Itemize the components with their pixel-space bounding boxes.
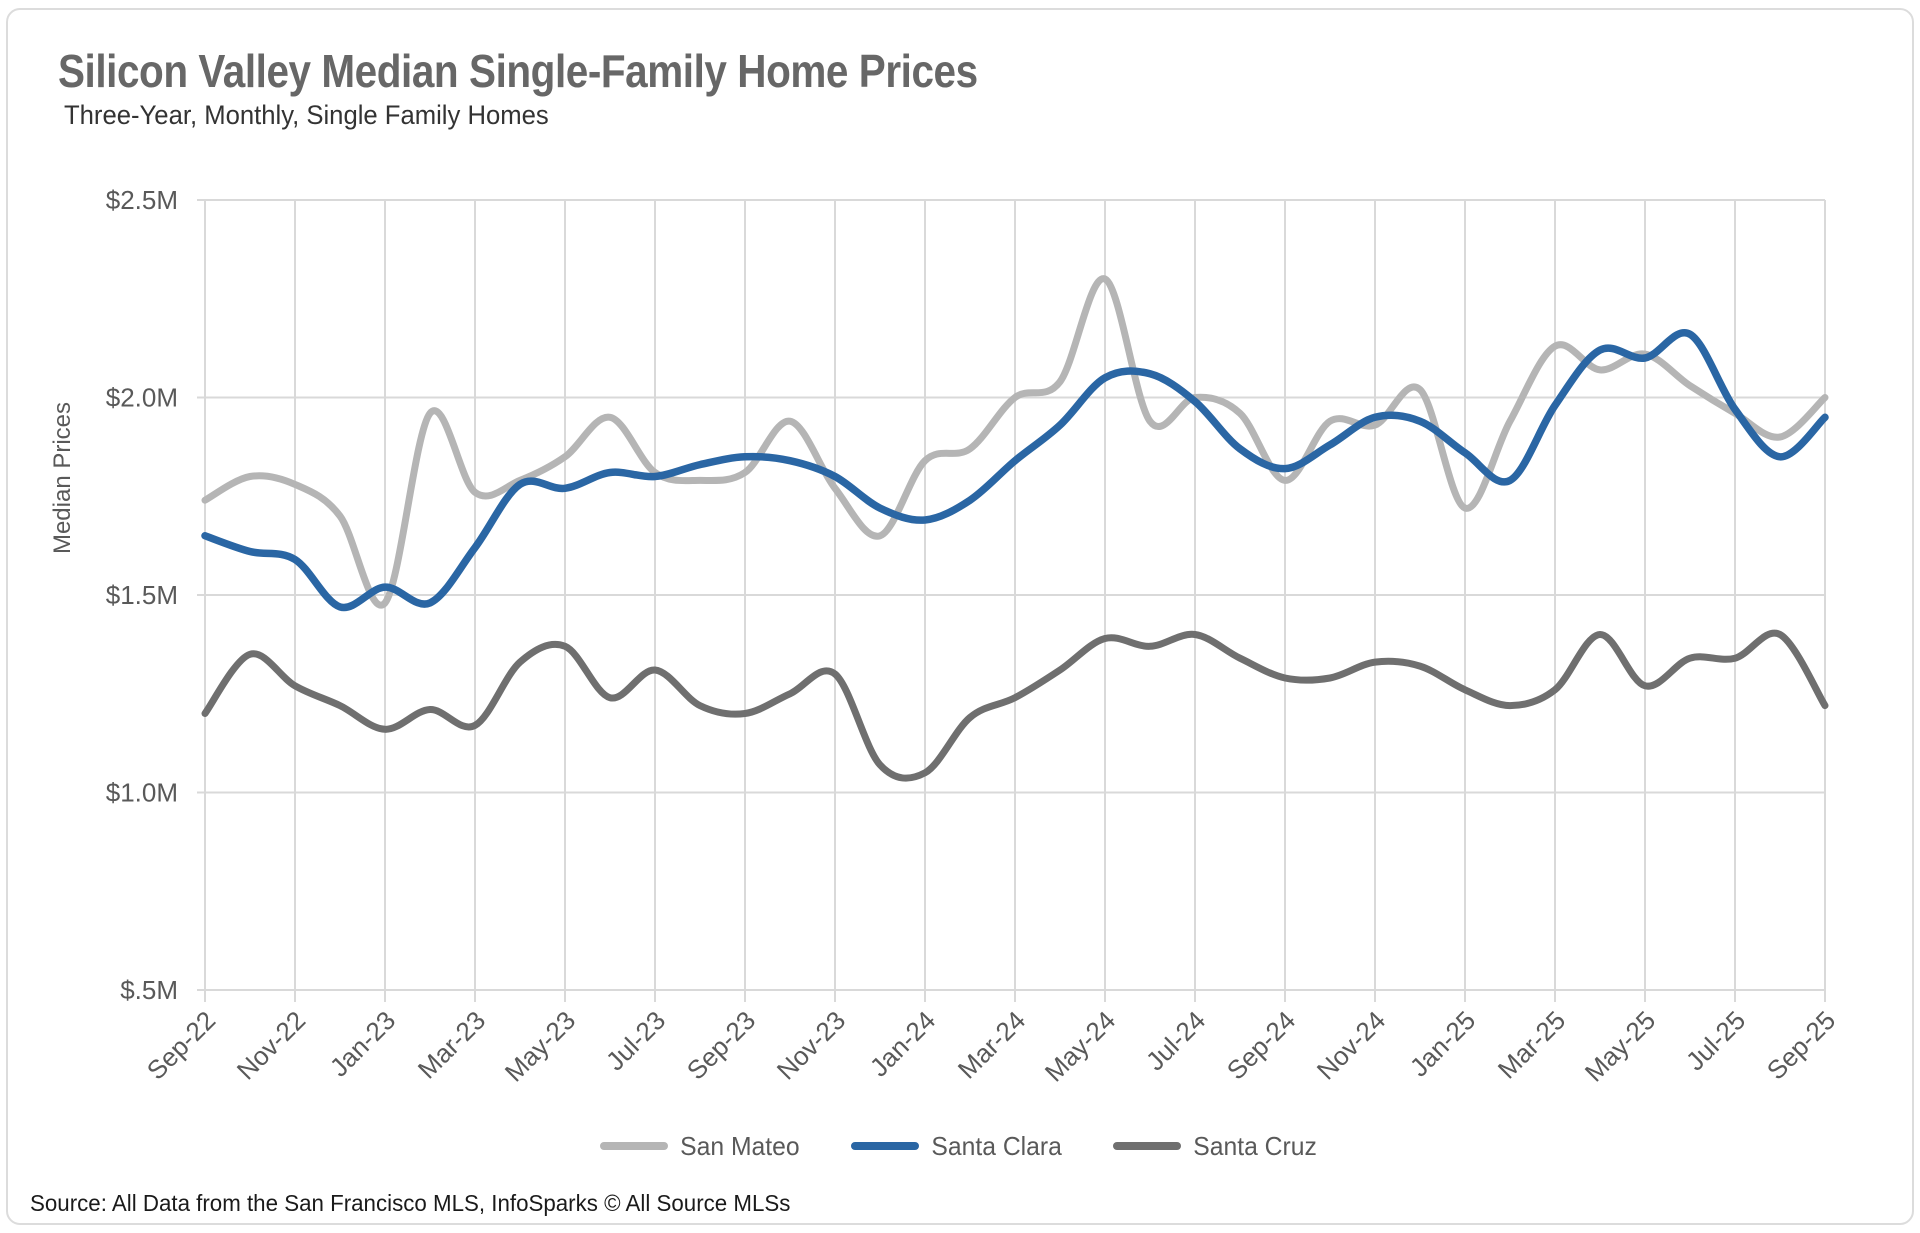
- x-tick-label: Jan-24: [864, 1005, 941, 1082]
- series-layer: [201, 275, 1829, 782]
- grid-layer: [197, 199, 1826, 1002]
- x-tick-label: Sep-25: [1761, 1005, 1841, 1085]
- x-tick-label: May-23: [499, 1005, 582, 1088]
- x-tick-label: May-24: [1039, 1005, 1122, 1088]
- santa-cruz-line-swatch-icon: [1112, 1142, 1181, 1150]
- x-tick-label: Jul-23: [600, 1005, 671, 1076]
- x-tick-label: Nov-23: [771, 1005, 851, 1085]
- x-tick-label: Mar-23: [412, 1005, 491, 1084]
- legend-label-santa-cruz: Santa Cruz: [1193, 1130, 1317, 1161]
- y-tick-label: $1.0M: [106, 778, 178, 808]
- x-tick-label: Sep-23: [681, 1005, 761, 1085]
- y-tick-label: $2.5M: [106, 185, 178, 215]
- x-tick-label: Mar-25: [1492, 1005, 1571, 1084]
- x-tick-label: Jul-25: [1680, 1005, 1751, 1076]
- legend-item-santa-cruz: Santa Cruz: [1112, 1130, 1320, 1162]
- chart-legend: San Mateo Santa Clara Santa Cruz: [0, 1128, 1920, 1164]
- x-tick-label: Sep-22: [141, 1005, 221, 1085]
- x-tick-label: Jul-24: [1140, 1005, 1211, 1076]
- san-mateo-line-swatch-icon: [599, 1142, 668, 1150]
- source-attribution: Source: All Data from the San Francisco …: [30, 1190, 791, 1216]
- legend-item-san-mateo: San Mateo: [599, 1130, 803, 1162]
- x-tick-label: Sep-24: [1221, 1005, 1301, 1085]
- y-tick-label: $1.5M: [106, 580, 178, 610]
- legend-item-santa-clara: Santa Clara: [850, 1130, 1065, 1162]
- santa-clara-line-swatch-icon: [850, 1142, 919, 1150]
- x-tick-label: Jan-23: [324, 1005, 401, 1082]
- x-tick-label: Nov-24: [1311, 1005, 1391, 1085]
- page-subtitle: Three-Year, Monthly, Single Family Homes: [64, 100, 549, 130]
- series-line-santa-clara: [201, 329, 1829, 612]
- series-line-san-mateo: [201, 275, 1829, 609]
- legend-label-san-mateo: San Mateo: [680, 1130, 800, 1161]
- series-line-santa-cruz: [201, 629, 1829, 782]
- y-tick-label: $.5M: [120, 975, 178, 1005]
- x-tick-label: Nov-22: [231, 1005, 311, 1085]
- x-tick-label: Jan-25: [1404, 1005, 1481, 1082]
- y-tick-label: $2.0M: [106, 383, 178, 413]
- x-tick-label: May-25: [1579, 1005, 1662, 1088]
- y-axis-title: Median Prices: [49, 402, 76, 554]
- legend-label-santa-clara: Santa Clara: [931, 1130, 1062, 1161]
- x-tick-label: Mar-24: [952, 1005, 1031, 1084]
- page-title: Silicon Valley Median Single-Family Home…: [58, 45, 978, 97]
